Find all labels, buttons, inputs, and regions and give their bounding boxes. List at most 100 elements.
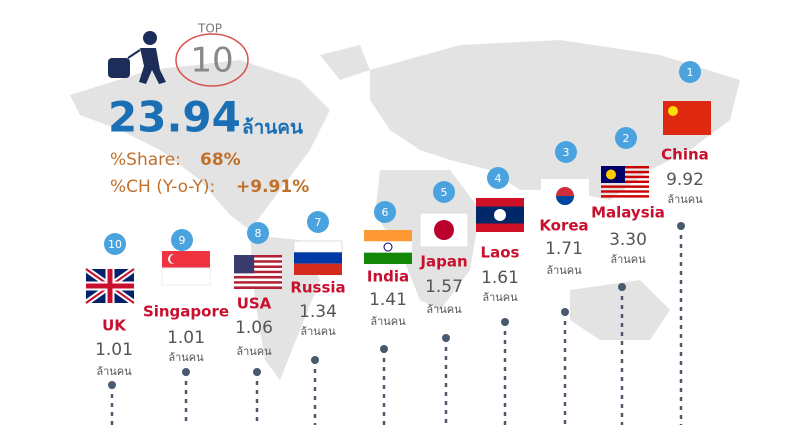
rank-badge <box>433 181 455 203</box>
country-unit: ล้านคน <box>168 351 204 364</box>
country-name: Singapore <box>143 303 229 321</box>
flag-sun <box>434 220 454 240</box>
country-value: 1.34 <box>299 302 337 322</box>
country-unit: ล้านคน <box>667 193 703 206</box>
flag-stripe <box>234 283 282 287</box>
rank-number: 8 <box>255 227 262 240</box>
flag-field <box>663 101 711 135</box>
flag-stripe <box>234 273 282 276</box>
country-name: Japan <box>419 253 467 271</box>
leader-dot <box>442 334 450 342</box>
country-value: 1.06 <box>235 318 273 338</box>
total-unit: ล้านคน <box>242 117 303 139</box>
country-unit: ล้านคน <box>546 264 582 277</box>
total: 23.94 <box>108 93 241 142</box>
flag-wheel <box>383 242 393 252</box>
ch-label: %CH (Y-o-Y): <box>110 177 215 197</box>
rank-number: 5 <box>441 186 448 199</box>
leader-dot <box>380 345 388 353</box>
leader-dot <box>501 318 509 326</box>
ch-value: +9.91% <box>236 177 309 197</box>
flag <box>364 230 412 264</box>
country-unit: ล้านคน <box>482 291 518 304</box>
leader-dot <box>561 308 569 316</box>
flag-stripe <box>234 268 282 271</box>
flag-band <box>161 267 211 286</box>
rank-badge <box>247 222 269 244</box>
country-unit: ล้านคน <box>610 253 646 266</box>
country-name: Malaysia <box>591 204 665 222</box>
leader-dot <box>677 222 685 230</box>
flag-stripe <box>234 275 282 279</box>
country-name: Laos <box>481 244 520 262</box>
country-unit: ล้านคน <box>370 315 406 328</box>
flag <box>84 266 136 306</box>
flag-band <box>364 241 412 253</box>
flag-stripe <box>234 286 282 289</box>
flag-stripe <box>234 278 282 282</box>
share-value: 68% <box>200 150 241 170</box>
country-value: 1.01 <box>167 328 205 348</box>
flag-cross <box>86 269 134 303</box>
flag-taeguk <box>556 196 574 205</box>
rank-badge <box>615 127 637 149</box>
flag-stripe <box>234 260 282 263</box>
country-name: China <box>661 146 709 164</box>
leader-dot <box>311 356 319 364</box>
flag-band <box>294 263 342 275</box>
leader-dot <box>182 368 190 376</box>
rank-badge <box>555 141 577 163</box>
rank-number: 3 <box>563 146 570 159</box>
leader-dot <box>108 381 116 389</box>
share-label: %Share: <box>110 150 181 170</box>
top-number: 10 <box>190 41 233 81</box>
rank-badge <box>679 61 701 83</box>
rank-number: 2 <box>623 132 630 145</box>
country-value: 1.01 <box>95 340 133 360</box>
flag <box>663 101 711 135</box>
flag-band <box>294 252 342 264</box>
flag-stripe <box>601 190 649 193</box>
flag <box>293 240 343 275</box>
flag-stripe <box>601 195 649 198</box>
flag <box>161 251 211 286</box>
country-value: 1.41 <box>369 290 407 310</box>
rank-badge <box>307 211 329 233</box>
flag-band <box>364 230 412 242</box>
rank-badge <box>487 167 509 189</box>
rank-number: 6 <box>382 206 389 219</box>
flag <box>601 166 649 198</box>
country-unit: ล้านคน <box>426 303 462 316</box>
flag-stripe <box>234 262 282 266</box>
rank-badge <box>171 229 193 251</box>
flag-stripe <box>234 257 282 261</box>
top-ring <box>175 33 249 87</box>
traveller-icon <box>108 31 166 84</box>
flag-star <box>668 106 678 116</box>
rank-number: 7 <box>315 216 322 229</box>
flag-moon <box>606 169 616 180</box>
flag-stripe <box>601 185 649 188</box>
flag-canton <box>234 255 255 274</box>
flag-moon <box>170 254 180 264</box>
top-label: TOP <box>197 22 222 36</box>
rank-number: 10 <box>108 238 122 251</box>
country-unit: ล้านคน <box>300 325 336 338</box>
country-value: 1.71 <box>545 239 583 259</box>
country-name: UK <box>102 317 127 335</box>
flag-stripe <box>234 255 282 258</box>
flag <box>234 255 282 289</box>
flag-band <box>293 240 343 253</box>
country-name: USA <box>237 295 272 313</box>
rank-badge <box>104 233 126 255</box>
rank-badge <box>374 201 396 223</box>
leader-dot <box>618 283 626 291</box>
flag-stripe <box>234 270 282 274</box>
flag <box>476 198 524 232</box>
flag <box>541 179 589 213</box>
country-value: 1.61 <box>481 268 519 288</box>
rank-number: 1 <box>687 66 694 79</box>
flag-stripe <box>234 265 282 269</box>
flag-disc <box>494 209 506 221</box>
